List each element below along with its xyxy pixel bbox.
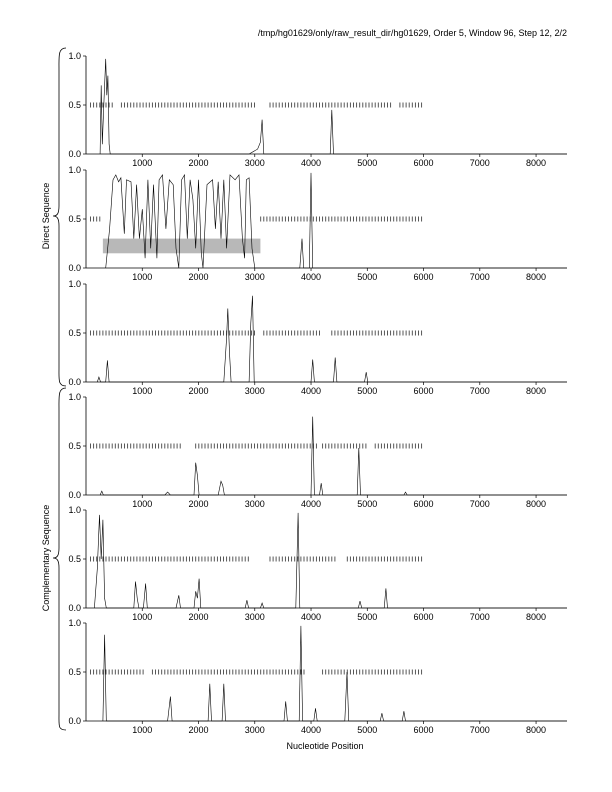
x-tick-label: 1000 [132, 272, 152, 282]
x-tick-label: 5000 [357, 612, 377, 622]
x-tick-label: 5000 [357, 158, 377, 168]
x-tick-label: 5000 [357, 386, 377, 396]
y-tick-label: 1.0 [68, 618, 81, 628]
x-tick-label: 6000 [414, 612, 434, 622]
x-tick-label: 7000 [470, 158, 490, 168]
brace-direct [52, 47, 67, 387]
x-tick-label: 1000 [132, 499, 152, 509]
x-tick-label: 2000 [188, 158, 208, 168]
x-tick-label: 2000 [188, 272, 208, 282]
threshold-marks [90, 216, 423, 222]
panel-2: 0.0 0.5 1.0 1000 2000 3000 4000 5000 6000 7000 800… [68, 165, 567, 282]
x-tick-label: 4000 [301, 725, 321, 735]
group-label-direct: Direct Sequence [41, 183, 51, 250]
x-tick-label: 3000 [245, 612, 265, 622]
panel-3: 0.0 0.5 1.0 1000 2000 3000 4000 5000 6000 7000 800… [68, 279, 567, 396]
x-tick-label: 4000 [301, 158, 321, 168]
group-label-complementary: Complementary Sequence [41, 505, 51, 612]
y-tick-label: 0.0 [68, 149, 81, 159]
x-tick-label: 6000 [414, 499, 434, 509]
x-tick-label: 6000 [414, 386, 434, 396]
x-tick-label: 7000 [470, 272, 490, 282]
y-tick-label: 0.0 [68, 490, 81, 500]
x-tick-label: 4000 [301, 499, 321, 509]
y-tick-label: 0.5 [68, 667, 81, 677]
series-line [94, 512, 567, 609]
header-text: /tmp/hg01629/only/raw_result_dir/hg01629… [258, 28, 567, 38]
x-tick-label: 3000 [245, 158, 265, 168]
x-tick-label: 4000 [301, 272, 321, 282]
x-tick-label: 8000 [526, 158, 546, 168]
y-tick-label: 1.0 [68, 165, 81, 175]
x-tick-label: 8000 [526, 386, 546, 396]
x-tick-label: 5000 [357, 272, 377, 282]
x-tick-label: 2000 [188, 386, 208, 396]
y-tick-label: 0.5 [68, 214, 81, 224]
y-tick-label: 0.5 [68, 100, 81, 110]
y-tick-label: 1.0 [68, 392, 81, 402]
y-tick-label: 0.0 [68, 263, 81, 273]
series-line [99, 416, 567, 496]
x-tick-label: 2000 [188, 725, 208, 735]
x-tick-label: 6000 [414, 158, 434, 168]
x-tick-label: 4000 [301, 386, 321, 396]
y-tick-label: 0.5 [68, 554, 81, 564]
x-tick-label: 1000 [132, 612, 152, 622]
panel-5: 0.0 0.5 1.0 1000 2000 3000 4000 5000 6000 7000 800… [68, 505, 567, 622]
x-tick-label: 2000 [188, 499, 208, 509]
y-tick-label: 0.0 [68, 377, 81, 387]
y-tick-label: 0.0 [68, 603, 81, 613]
x-tick-label: 7000 [470, 612, 490, 622]
y-tick-label: 0.5 [68, 441, 81, 451]
x-tick-label: 8000 [526, 272, 546, 282]
brace-complementary [52, 387, 67, 731]
panels-group: 0.0 0.5 1.0 1000 2000 3000 4000 5000 6000 7000 800… [68, 51, 567, 735]
series-line [102, 625, 567, 722]
shaded-band [102, 238, 261, 254]
x-tick-label: 8000 [526, 725, 546, 735]
x-tick-label: 3000 [245, 499, 265, 509]
series-line [97, 295, 567, 383]
threshold-marks [90, 556, 423, 562]
threshold-marks [90, 102, 423, 108]
x-tick-label: 5000 [357, 499, 377, 509]
x-tick-label: 4000 [301, 612, 321, 622]
panel-6: 0.0 0.5 1.0 1000 2000 3000 4000 5000 6000 7000 800… [68, 618, 567, 735]
x-tick-label: 8000 [526, 499, 546, 509]
x-tick-label: 8000 [526, 612, 546, 622]
y-tick-label: 1.0 [68, 505, 81, 515]
x-tick-label: 6000 [414, 272, 434, 282]
x-tick-label: 7000 [470, 499, 490, 509]
y-tick-label: 1.0 [68, 51, 81, 61]
panel-4: 0.0 0.5 1.0 1000 2000 3000 4000 5000 6000 7000 800… [68, 392, 567, 509]
x-tick-label: 1000 [132, 725, 152, 735]
x-tick-label: 3000 [245, 272, 265, 282]
x-tick-label: 5000 [357, 725, 377, 735]
threshold-marks [90, 669, 423, 675]
x-tick-label: 7000 [470, 386, 490, 396]
x-tick-label: 2000 [188, 612, 208, 622]
x-tick-label: 1000 [132, 386, 152, 396]
threshold-marks [90, 330, 423, 336]
series-line [105, 172, 567, 269]
x-axis-title: Nucleotide Position [286, 741, 363, 751]
x-tick-label: 1000 [132, 158, 152, 168]
y-tick-label: 0.0 [68, 716, 81, 726]
x-tick-label: 3000 [245, 725, 265, 735]
x-tick-label: 6000 [414, 725, 434, 735]
threshold-marks [90, 443, 423, 449]
x-tick-label: 3000 [245, 386, 265, 396]
series-line [99, 58, 567, 155]
y-tick-label: 1.0 [68, 279, 81, 289]
panel-1: 0.0 0.5 1.0 1000 2000 3000 4000 5000 6000 7000 800… [68, 51, 567, 168]
y-tick-label: 0.5 [68, 328, 81, 338]
x-tick-label: 7000 [470, 725, 490, 735]
